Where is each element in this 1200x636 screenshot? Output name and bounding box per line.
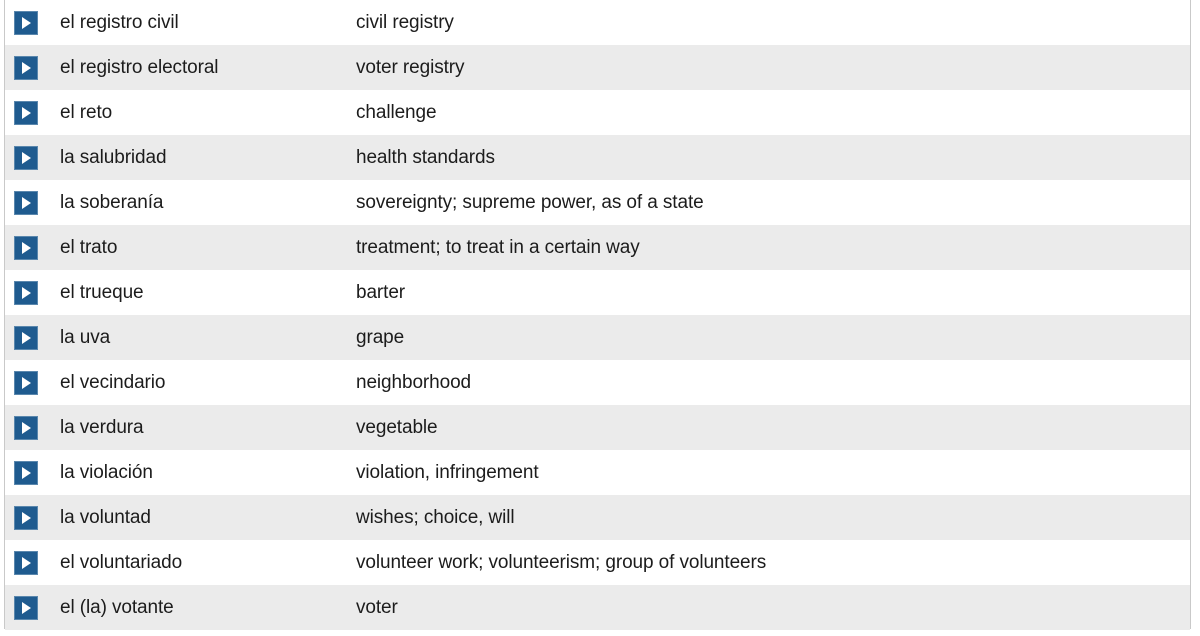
play-audio-button[interactable] bbox=[14, 415, 38, 440]
play-audio-button[interactable] bbox=[14, 145, 38, 170]
vocab-term: la soberanía bbox=[60, 191, 164, 213]
vocab-term: el registro civil bbox=[60, 11, 179, 33]
vocab-definition: barter bbox=[356, 281, 406, 303]
play-audio-button[interactable] bbox=[14, 55, 38, 80]
vocab-definition: sovereignty; supreme power, as of a stat… bbox=[356, 191, 704, 213]
vocab-term: el vecindario bbox=[60, 371, 166, 393]
play-icon bbox=[22, 376, 31, 389]
play-icon bbox=[22, 286, 31, 299]
play-audio-button[interactable] bbox=[14, 235, 38, 260]
vocab-definition: voter registry bbox=[356, 56, 465, 78]
play-audio-button[interactable] bbox=[14, 505, 38, 530]
vocab-term: el registro electoral bbox=[60, 56, 219, 78]
play-icon bbox=[22, 466, 31, 479]
vocab-term: la salubridad bbox=[60, 146, 167, 168]
vocab-term: el reto bbox=[60, 101, 113, 123]
vocab-definition: grape bbox=[356, 326, 405, 348]
vocab-term: la uva bbox=[60, 326, 111, 348]
vocab-term: el voluntariado bbox=[60, 551, 183, 573]
play-icon bbox=[22, 61, 31, 74]
vocab-definition: health standards bbox=[356, 146, 495, 168]
vocab-row: la soberanía sovereignty; supreme power,… bbox=[5, 180, 1190, 225]
vocab-row: el voluntariado volunteer work; voluntee… bbox=[5, 540, 1190, 585]
vocab-row: el trueque barter bbox=[5, 270, 1190, 315]
vocab-term: el trueque bbox=[60, 281, 144, 303]
vocab-row: la voluntad wishes; choice, will bbox=[5, 495, 1190, 540]
play-icon bbox=[22, 106, 31, 119]
vocab-definition: volunteer work; volunteerism; group of v… bbox=[356, 551, 767, 573]
play-audio-button[interactable] bbox=[14, 325, 38, 350]
vocab-definition: violation, infringement bbox=[356, 461, 539, 483]
play-icon bbox=[22, 196, 31, 209]
play-icon bbox=[22, 241, 31, 254]
play-icon bbox=[22, 511, 31, 524]
vocabulary-list: el registro civil civil registry el regi… bbox=[4, 0, 1191, 630]
play-icon bbox=[22, 601, 31, 614]
play-audio-button[interactable] bbox=[14, 550, 38, 575]
vocab-definition: neighborhood bbox=[356, 371, 472, 393]
vocab-row: el (la) votante voter bbox=[5, 585, 1190, 630]
play-audio-button[interactable] bbox=[14, 10, 38, 35]
play-audio-button[interactable] bbox=[14, 460, 38, 485]
play-icon bbox=[22, 556, 31, 569]
vocab-row: el registro civil civil registry bbox=[5, 0, 1190, 45]
vocab-definition: voter bbox=[356, 596, 398, 618]
play-icon bbox=[22, 421, 31, 434]
vocab-row: el vecindario neighborhood bbox=[5, 360, 1190, 405]
play-icon bbox=[22, 151, 31, 164]
vocab-row: el registro electoral voter registry bbox=[5, 45, 1190, 90]
play-icon bbox=[22, 331, 31, 344]
vocab-definition: civil registry bbox=[356, 11, 454, 33]
vocab-term: el trato bbox=[60, 236, 118, 258]
vocab-term: la violación bbox=[60, 461, 153, 483]
vocab-term: el (la) votante bbox=[60, 596, 174, 618]
vocab-term: la voluntad bbox=[60, 506, 151, 528]
vocab-row: la uva grape bbox=[5, 315, 1190, 360]
vocab-row: el reto challenge bbox=[5, 90, 1190, 135]
play-audio-button[interactable] bbox=[14, 280, 38, 305]
vocab-definition: vegetable bbox=[356, 416, 438, 438]
vocab-row: la verdura vegetable bbox=[5, 405, 1190, 450]
vocab-definition: wishes; choice, will bbox=[356, 506, 515, 528]
vocab-definition: challenge bbox=[356, 101, 437, 123]
play-audio-button[interactable] bbox=[14, 595, 38, 620]
play-audio-button[interactable] bbox=[14, 100, 38, 125]
vocab-row: la salubridad health standards bbox=[5, 135, 1190, 180]
vocab-row: el trato treatment; to treat in a certai… bbox=[5, 225, 1190, 270]
play-icon bbox=[22, 16, 31, 29]
vocab-term: la verdura bbox=[60, 416, 144, 438]
vocab-definition: treatment; to treat in a certain way bbox=[356, 236, 640, 258]
vocab-row: la violación violation, infringement bbox=[5, 450, 1190, 495]
play-audio-button[interactable] bbox=[14, 370, 38, 395]
play-audio-button[interactable] bbox=[14, 190, 38, 215]
